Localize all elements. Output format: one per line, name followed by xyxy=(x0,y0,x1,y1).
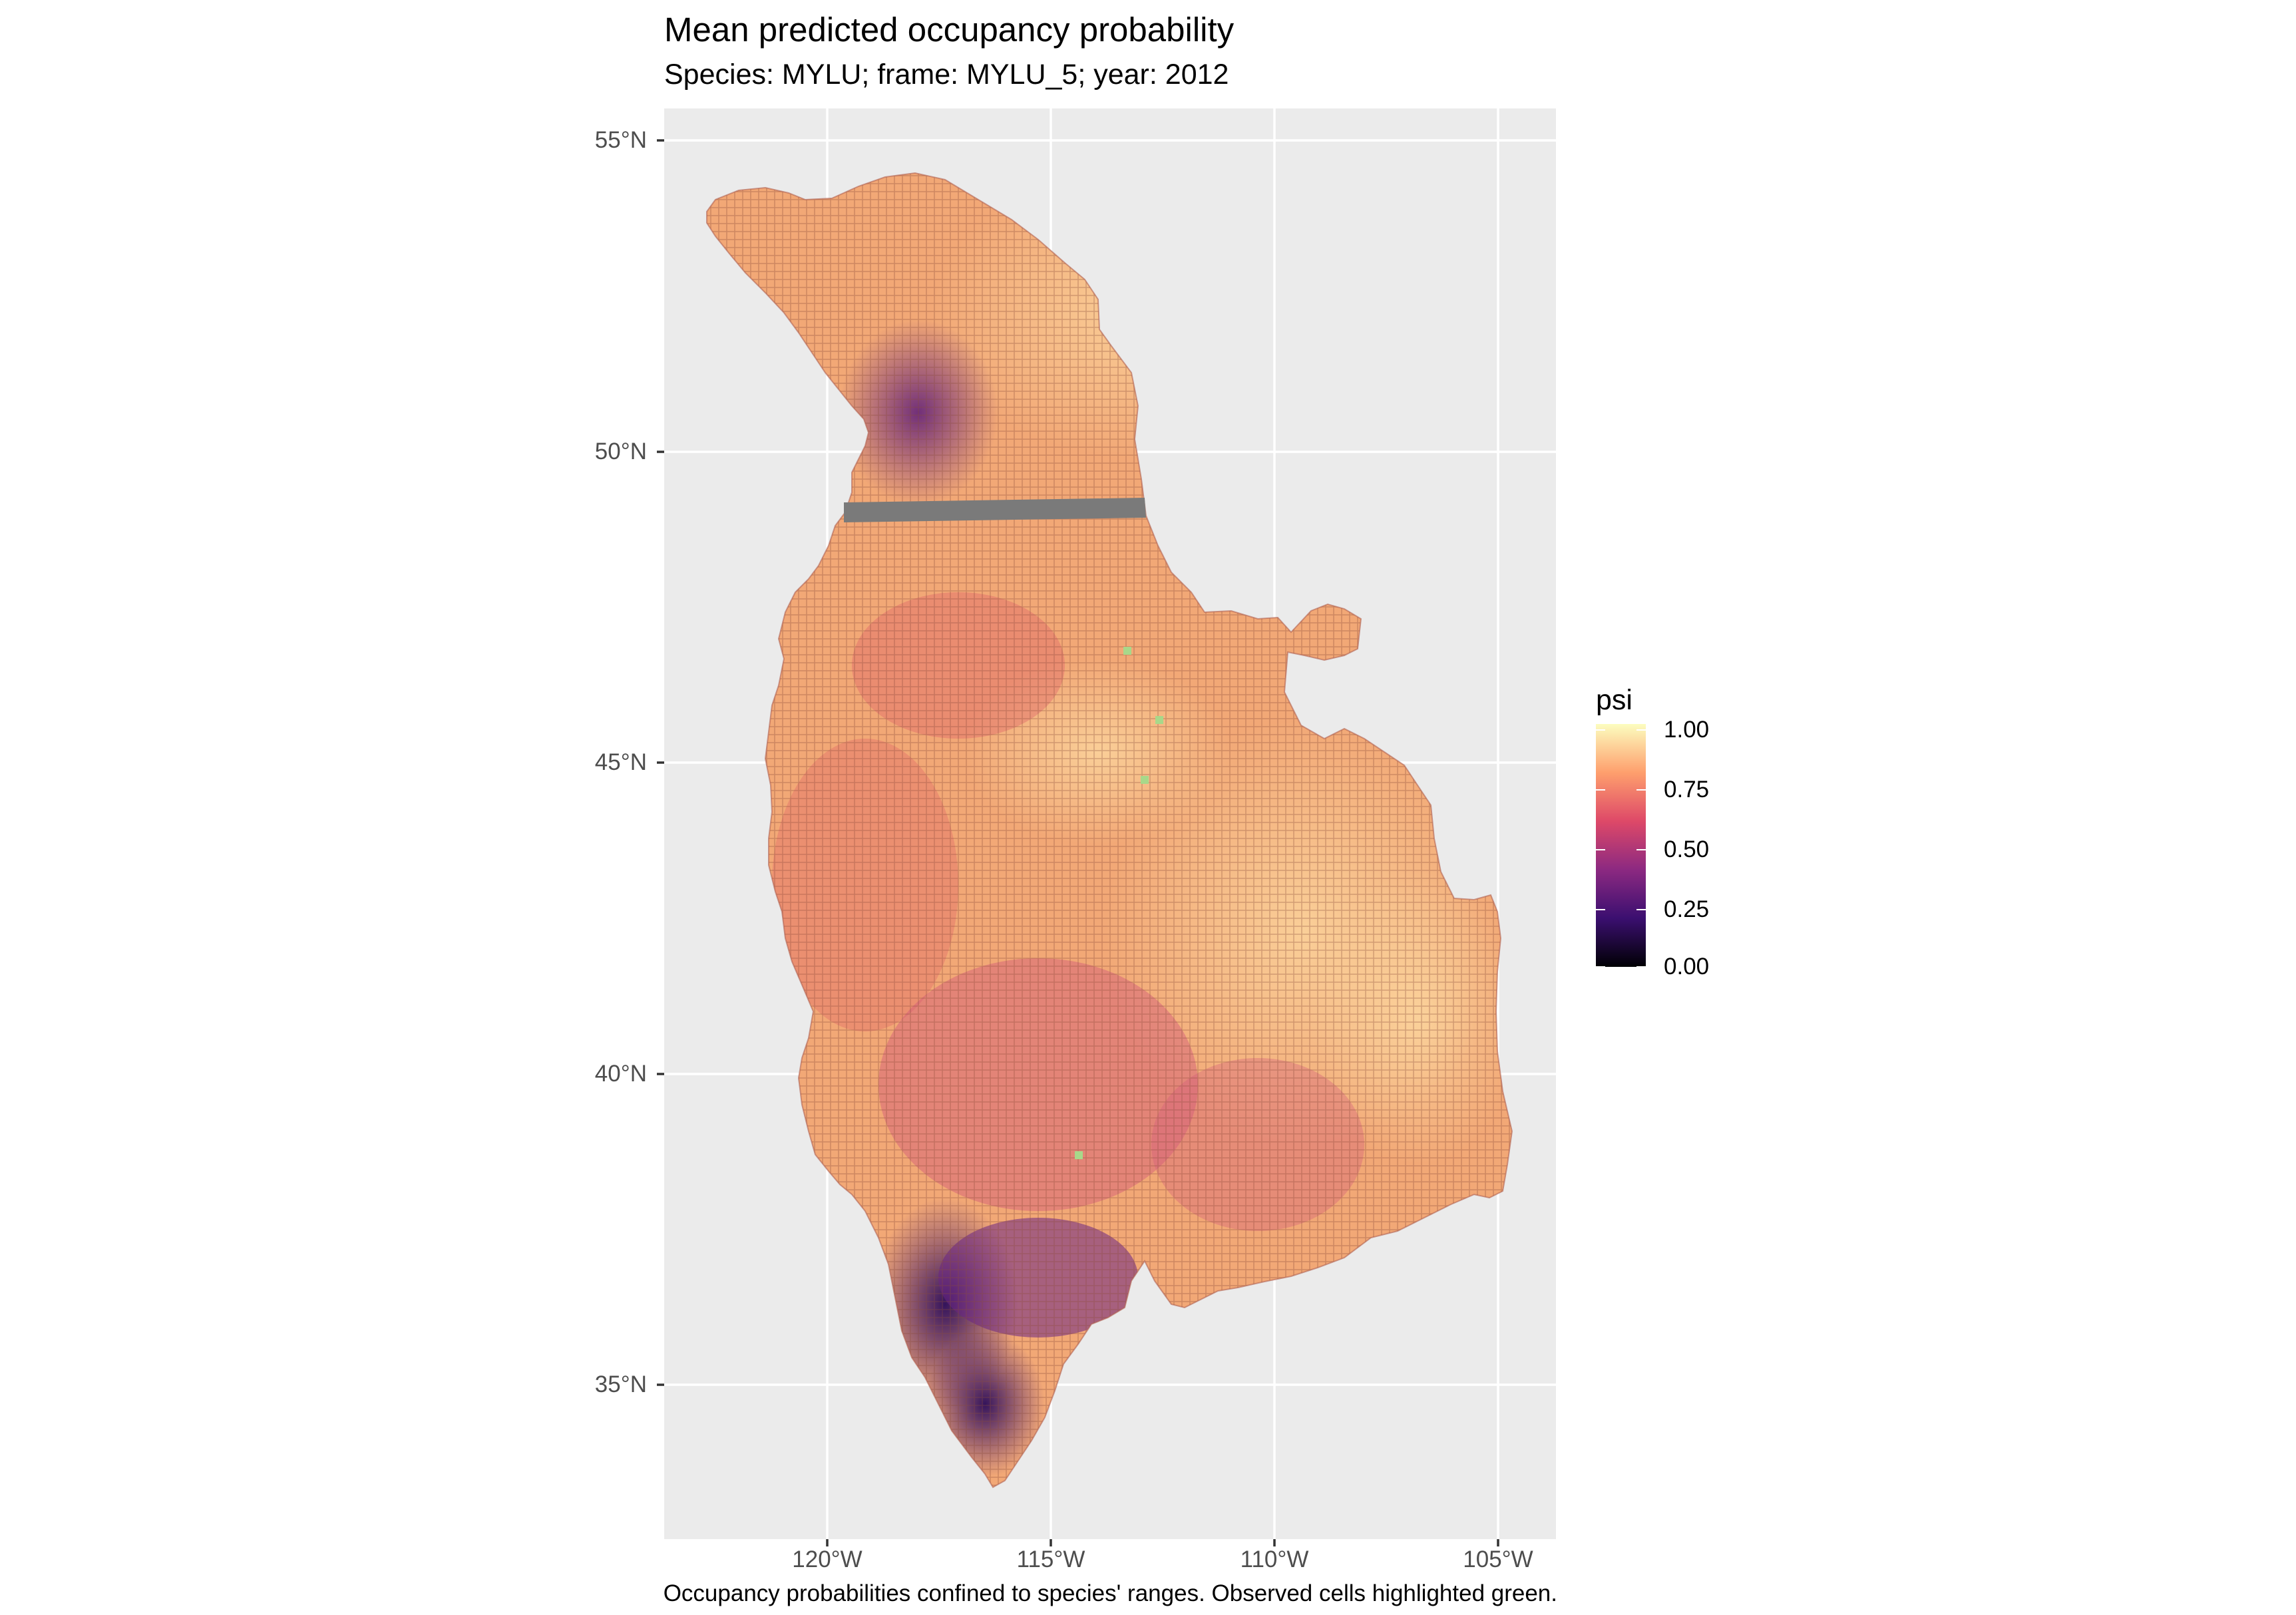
legend-label-0-50: 0.50 xyxy=(1664,836,1710,862)
legend-ticks xyxy=(1596,729,1646,968)
xtick-label-110w: 110°W xyxy=(1240,1546,1309,1572)
legend-title: psi xyxy=(1596,684,1632,716)
ytick-label-35: 35°N xyxy=(594,1371,647,1397)
observed-cell xyxy=(1141,776,1149,784)
ytick-label-50: 50°N xyxy=(594,439,647,464)
xtick-label-120w: 120°W xyxy=(792,1546,862,1572)
legend-label-1-00: 1.00 xyxy=(1664,717,1710,743)
occupancy-region-outline xyxy=(706,172,1513,1489)
excluded-band xyxy=(844,498,1146,522)
observed-cell xyxy=(1123,647,1131,655)
ytick-label-40: 40°N xyxy=(594,1061,647,1087)
observed-cell xyxy=(1155,716,1163,724)
ytick-label-55: 55°N xyxy=(594,127,647,153)
legend-label-0-00: 0.00 xyxy=(1664,954,1710,980)
legend-label-0-25: 0.25 xyxy=(1664,896,1710,922)
legend-colorbar xyxy=(1596,724,1646,967)
xtick-label-105w: 105°W xyxy=(1463,1546,1533,1572)
map-caption: Occupancy probabilities confined to spec… xyxy=(663,1580,1557,1606)
axis-ticks xyxy=(657,139,1499,1546)
xtick-label-115w: 115°W xyxy=(1016,1546,1085,1572)
legend-label-0-75: 0.75 xyxy=(1664,777,1710,803)
map-subtitle: Species: MYLU; frame: MYLU_5; year: 2012 xyxy=(664,59,1229,90)
observed-cell xyxy=(1075,1151,1083,1159)
ytick-label-45: 45°N xyxy=(594,749,647,775)
map-title: Mean predicted occupancy probability xyxy=(664,11,1235,49)
observed-cells xyxy=(1075,647,1163,1159)
